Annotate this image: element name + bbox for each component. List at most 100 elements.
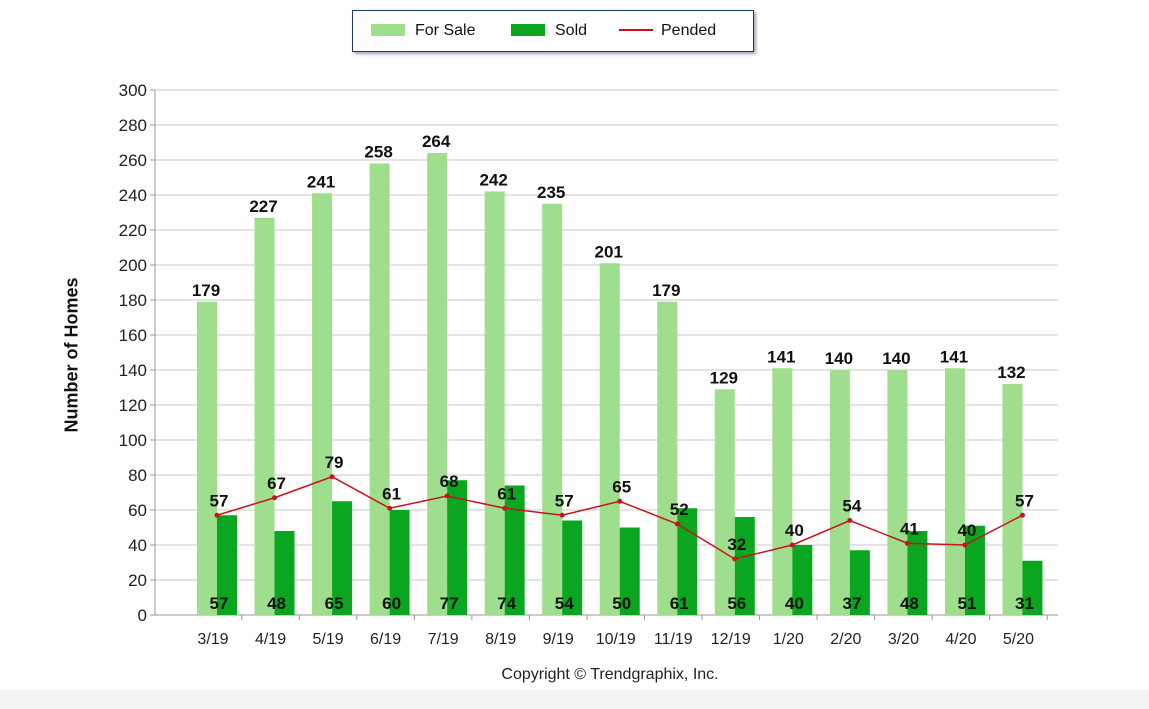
label-pended: 68 (440, 472, 459, 491)
bar-sold (734, 517, 755, 615)
label-pended: 32 (727, 535, 746, 554)
bar-for-sale (197, 301, 217, 615)
legend: For Sale Sold Pended (352, 10, 754, 52)
label-for-sale: 179 (652, 281, 680, 300)
label-pended: 67 (267, 474, 286, 493)
pended-point (1019, 512, 1025, 518)
bar-for-sale (944, 368, 965, 615)
x-tick-label: 9/19 (543, 631, 574, 648)
label-sold: 37 (842, 594, 861, 613)
x-tick-label: 5/19 (312, 631, 343, 648)
x-tick-label: 8/19 (485, 631, 516, 648)
pended-point (387, 505, 393, 511)
x-tick-label: 10/19 (596, 631, 636, 648)
x-tick-label: 2/20 (830, 631, 861, 648)
pended-point (904, 540, 910, 546)
bar-for-sale (657, 301, 678, 615)
pended-point (962, 542, 968, 548)
bar-sold (907, 531, 928, 615)
bar-for-sale (369, 163, 390, 615)
y-tick-label: 280 (119, 116, 147, 135)
y-tick-label: 260 (119, 151, 147, 170)
y-tick-label: 220 (119, 221, 147, 240)
label-pended: 61 (497, 484, 516, 503)
label-for-sale: 140 (825, 349, 853, 368)
label-pended: 57 (210, 491, 229, 510)
pended-point (847, 518, 853, 523)
label-for-sale: 235 (537, 183, 565, 202)
bar-sold (677, 508, 698, 615)
bar-for-sale (714, 389, 735, 615)
bar-sold (1022, 560, 1043, 615)
bottom-strip (0, 690, 1149, 709)
bar-sold (562, 520, 583, 615)
y-tick-label: 0 (138, 606, 147, 625)
pended-point (502, 505, 508, 511)
bar-sold (389, 510, 410, 615)
label-for-sale: 241 (307, 172, 335, 191)
x-tick-label: 11/19 (654, 631, 693, 648)
pended-point (329, 474, 335, 480)
x-tick-label: 7/19 (428, 631, 459, 648)
bar-for-sale (542, 203, 563, 615)
bar-for-sale (312, 193, 333, 615)
label-for-sale: 129 (710, 368, 738, 387)
pended-point (559, 512, 565, 518)
label-sold: 48 (267, 594, 286, 613)
label-for-sale: 258 (364, 143, 392, 162)
label-pended: 57 (1015, 491, 1034, 510)
x-tick-label: 3/19 (197, 631, 228, 648)
bar-sold (619, 527, 640, 615)
bar-sold (332, 501, 353, 615)
label-for-sale: 132 (997, 363, 1025, 382)
legend-label-pended: Pended (661, 22, 717, 39)
label-sold: 65 (325, 594, 344, 613)
y-tick-label: 80 (128, 466, 147, 485)
x-tick-label: 12/19 (711, 631, 751, 648)
y-tick-label: 180 (119, 291, 147, 310)
y-tick-label: 20 (128, 571, 147, 590)
y-tick-label: 300 (119, 81, 147, 100)
label-pended: 65 (612, 477, 631, 496)
label-sold: 48 (900, 594, 919, 613)
label-pended: 57 (555, 491, 574, 510)
bar-sold (849, 550, 870, 615)
bar-for-sale (772, 368, 793, 615)
label-for-sale: 242 (479, 171, 507, 190)
copyright-text: Copyright © Trendgraphix, Inc. (501, 666, 719, 683)
label-for-sale: 264 (422, 132, 451, 151)
bar-for-sale (1002, 384, 1023, 615)
x-tick-label: 6/19 (370, 631, 401, 648)
pended-point (617, 498, 623, 504)
label-sold: 60 (382, 594, 401, 613)
bar-for-sale (254, 217, 275, 615)
pended-point (444, 493, 450, 499)
x-tick-label: 5/20 (1003, 631, 1034, 648)
y-tick-label: 60 (128, 501, 147, 520)
bar-sold (792, 545, 813, 615)
label-pended: 52 (670, 500, 689, 519)
legend-label-for-sale: For Sale (415, 22, 476, 39)
pended-point (732, 556, 738, 562)
label-sold: 61 (670, 594, 689, 613)
x-tick-label: 1/20 (773, 631, 804, 648)
label-for-sale: 141 (767, 347, 795, 366)
label-for-sale: 201 (595, 242, 623, 261)
label-pended: 41 (900, 519, 919, 538)
x-tick-label: 3/20 (888, 631, 919, 648)
pended-point (674, 521, 680, 527)
x-tick-label: 4/19 (255, 631, 286, 648)
label-sold: 51 (957, 594, 976, 613)
y-tick-label: 160 (119, 326, 147, 345)
bar-sold (217, 515, 237, 615)
x-tick-label: 4/20 (945, 631, 976, 648)
label-sold: 40 (785, 594, 804, 613)
pended-point (272, 495, 278, 501)
bar-for-sale (484, 191, 505, 615)
label-sold: 31 (1015, 594, 1034, 613)
legend-swatch-sold (511, 24, 545, 36)
label-sold: 54 (555, 594, 574, 613)
label-pended: 61 (382, 484, 401, 503)
bar-sold (964, 525, 985, 615)
label-for-sale: 140 (882, 349, 910, 368)
